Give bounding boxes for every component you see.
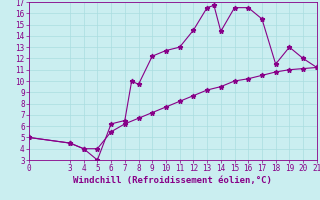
X-axis label: Windchill (Refroidissement éolien,°C): Windchill (Refroidissement éolien,°C) [73,176,272,185]
